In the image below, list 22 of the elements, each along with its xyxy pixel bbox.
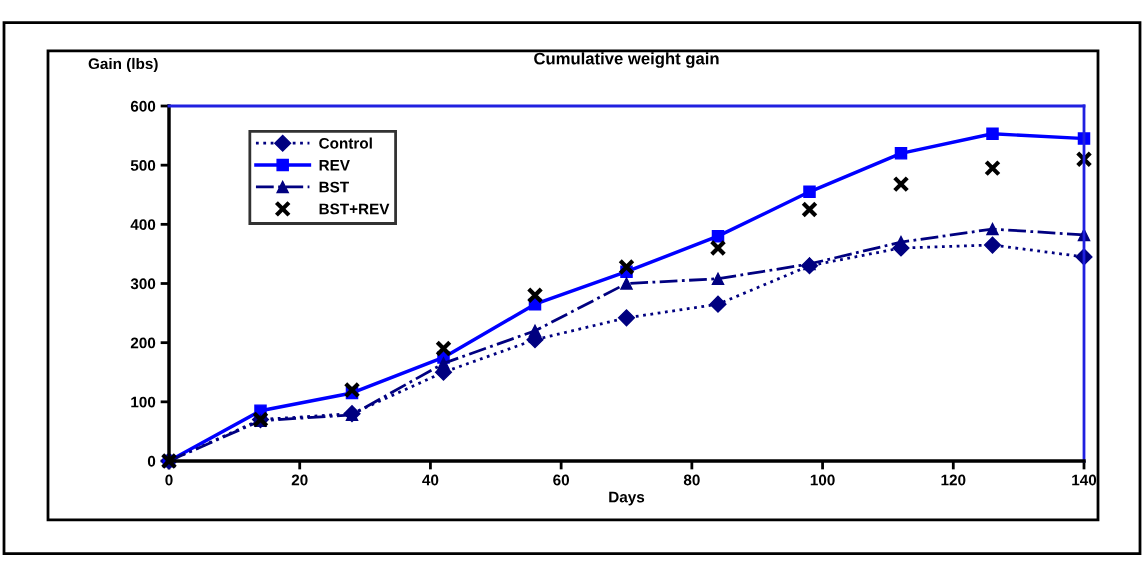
y-axis-title: Gain (lbs) <box>88 57 158 73</box>
y-tick-label: 100 <box>131 396 156 408</box>
legend-label: REV <box>319 159 350 171</box>
y-tick-label: 0 <box>147 455 156 467</box>
x-tick-label: 80 <box>683 474 700 486</box>
y-tick-label: 500 <box>130 160 156 171</box>
chart-title: Cumulative weight gain <box>534 52 719 68</box>
legend-label: Control <box>319 137 372 149</box>
legend-label: BST+REV <box>319 203 390 215</box>
legend-label: BST <box>319 181 349 193</box>
x-axis-title: Days <box>609 491 645 506</box>
x-tick-label: 20 <box>291 474 308 486</box>
x-tick-label: 40 <box>422 474 439 486</box>
x-tick-label: 140 <box>1072 474 1097 486</box>
y-tick-label: 600 <box>130 100 156 112</box>
x-tick-label: 60 <box>553 474 570 486</box>
x-tick-label: 100 <box>810 474 835 486</box>
y-tick-label: 400 <box>130 219 156 231</box>
y-tick-label: 200 <box>130 337 156 349</box>
x-tick-label: 120 <box>941 474 966 486</box>
x-tick-label: 0 <box>165 474 173 486</box>
y-tick-label: 300 <box>130 278 156 290</box>
